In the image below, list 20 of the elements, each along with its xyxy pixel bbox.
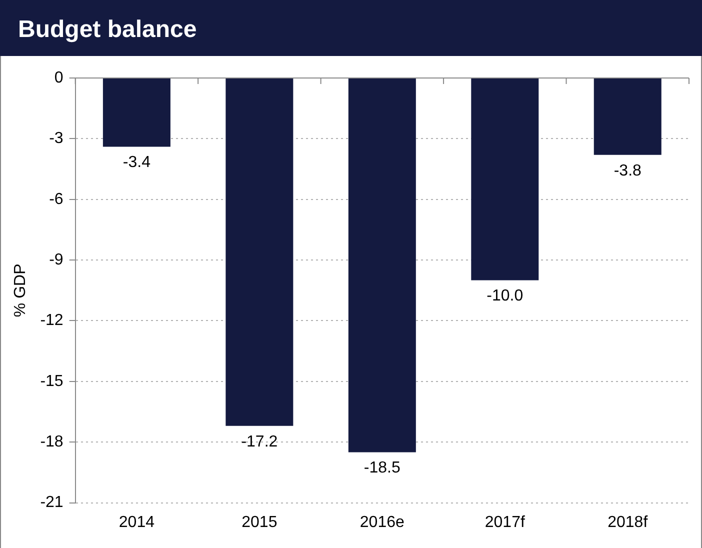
x-tick-label: 2017f — [484, 514, 526, 531]
y-tick-label: -6 — [49, 190, 64, 208]
data-label: -3.4 — [122, 154, 151, 172]
y-tick-label: -12 — [40, 312, 64, 330]
y-tick-label: -15 — [40, 372, 64, 390]
x-tick-label: 2016e — [360, 514, 405, 531]
x-tick-label: 2018f — [608, 514, 648, 531]
y-tick-label: -3 — [49, 130, 64, 148]
data-label: -17.2 — [241, 433, 278, 450]
data-label: -10.0 — [486, 288, 524, 305]
y-tick-label: -21 — [40, 494, 64, 512]
chart-title: Budget balance — [0, 0, 702, 56]
x-tick-label: 2014 — [118, 514, 155, 531]
y-tick-label: -9 — [49, 251, 64, 268]
y-axis-title: % GDP — [12, 264, 30, 318]
data-label: -3.8 — [614, 162, 642, 180]
x-tick-label: 2015 — [242, 514, 278, 531]
data-label: -18.5 — [364, 460, 400, 477]
y-tick-label: -18 — [40, 434, 64, 451]
y-tick-label: 0 — [54, 69, 64, 86]
